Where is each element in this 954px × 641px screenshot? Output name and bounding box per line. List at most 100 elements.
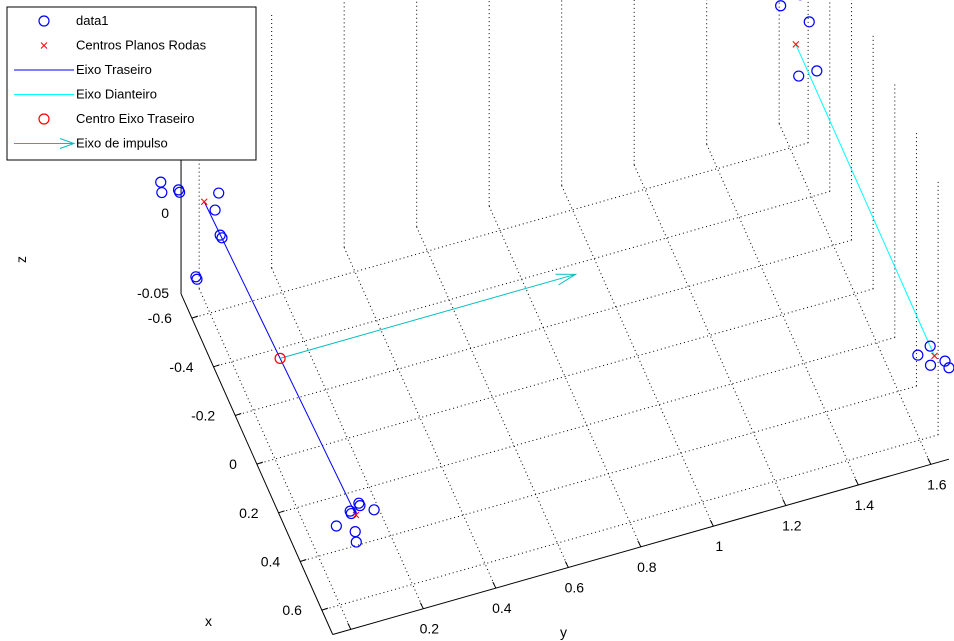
y-tick-label: 1.6 — [927, 476, 947, 492]
grid-line-x — [278, 337, 895, 514]
legend-label: Eixo Traseiro — [76, 62, 152, 77]
data-point — [354, 500, 366, 512]
data-point — [330, 520, 342, 532]
legend-entry: Eixo Dianteiro — [14, 87, 157, 102]
grid-line-y — [633, 164, 787, 506]
data-point — [349, 526, 361, 538]
legend-entry: data1 — [38, 13, 109, 28]
data-point-x-marker — [352, 511, 360, 519]
grid-line-y — [561, 185, 714, 527]
series-layer — [155, 0, 954, 548]
y-axis-label: y — [560, 624, 567, 640]
x-tick-label: -0.2 — [191, 407, 215, 423]
grid-layer — [191, 0, 939, 630]
x-tick-mark — [256, 461, 264, 465]
legend-marker-circle — [38, 15, 50, 27]
y-tick-label: 0.6 — [565, 579, 585, 595]
y-tick-label: 1.4 — [855, 497, 875, 513]
x-tick-mark — [278, 510, 285, 514]
grid-line-x — [191, 142, 809, 319]
legend-label: Centro Eixo Traseiro — [76, 111, 195, 126]
data-point-x-marker — [931, 352, 938, 360]
legend-entry: Centro Eixo Traseiro — [38, 111, 195, 126]
data-point — [156, 186, 168, 199]
series-line — [795, 44, 935, 357]
grid-line-x — [321, 434, 939, 611]
legend-entry: Eixo de impulso — [14, 136, 168, 151]
y-tick-label: 1 — [715, 538, 723, 554]
x-tick-mark — [321, 607, 329, 611]
grid-line-y — [343, 247, 497, 589]
x-tick-label: 0.4 — [261, 553, 281, 569]
data-point — [811, 65, 823, 77]
data-point — [924, 340, 936, 352]
y-tick-mark — [564, 561, 569, 568]
y-tick-mark — [927, 458, 932, 465]
legend-marker-x — [40, 42, 48, 49]
legend-box — [6, 6, 257, 161]
grid-line-y — [778, 123, 932, 465]
data-point — [216, 232, 228, 244]
grid-line-x — [256, 288, 874, 465]
z-tick-label: -0.05 — [137, 285, 169, 301]
legend: data1 Centros Planos Rodas Eixo Traseiro Ei… — [6, 6, 257, 161]
y-tick-mark — [347, 623, 352, 630]
legend-entry: Centros Planos Rodas — [40, 38, 207, 53]
data-point — [803, 16, 815, 28]
data-point — [214, 229, 226, 241]
arrow-head — [555, 273, 578, 286]
x-tick-mark — [191, 315, 199, 319]
y-tick-mark — [709, 519, 714, 527]
y-tick-label: 0.4 — [492, 600, 512, 616]
y-tick-label: 0.2 — [420, 621, 440, 637]
data-point — [924, 359, 937, 371]
x-tick-label: 0.2 — [239, 505, 259, 521]
z-tick-label: 0 — [161, 205, 169, 221]
x-tick-mark — [235, 413, 242, 416]
rear-axle-center-point — [274, 352, 286, 364]
data-point-x-marker — [200, 198, 208, 206]
grid-line-y — [198, 288, 352, 630]
y-tick-mark — [419, 602, 424, 609]
x-tick-label: 0.6 — [282, 602, 302, 618]
data-point — [912, 349, 924, 361]
grid-line-y — [271, 267, 424, 609]
y-tick-label: 1.2 — [782, 518, 802, 534]
axes-layer — [180, 85, 950, 635]
legend-label: Eixo Dianteiro — [76, 87, 157, 102]
y-axis-line — [332, 458, 950, 635]
x-tick-label: 0 — [229, 456, 237, 472]
data-point — [350, 536, 362, 548]
data-point — [793, 70, 805, 82]
arrow-shaft — [279, 273, 576, 359]
y-tick-mark — [492, 581, 497, 589]
data-point — [368, 504, 380, 516]
y-tick-mark — [854, 478, 859, 486]
data-point — [775, 0, 787, 12]
grid-line-x — [235, 239, 852, 416]
legend-marker-arrowhead — [59, 138, 76, 149]
grid-line-x — [213, 191, 830, 368]
data-point — [209, 204, 221, 216]
x-tick-label: -0.4 — [169, 359, 193, 375]
data-point — [174, 186, 186, 198]
legend-marker-circle — [38, 113, 50, 125]
x-tick-mark — [300, 559, 307, 562]
legend-label: Eixo de impulso — [76, 136, 168, 151]
y-tick-mark — [637, 540, 642, 548]
legend-label: data1 — [76, 13, 109, 28]
data-point — [191, 273, 203, 285]
z-axis-label: z — [13, 256, 29, 263]
data-point — [939, 355, 951, 367]
x-axis-label: x — [205, 613, 212, 629]
axis-labels: x y z — [13, 256, 567, 640]
data-point — [345, 507, 357, 520]
data-point — [213, 187, 225, 199]
data-point — [943, 362, 954, 374]
data-point-x-marker — [792, 41, 800, 48]
y-tick-mark — [782, 499, 787, 506]
x-tick-label: -0.6 — [148, 310, 172, 326]
legend-label: Centros Planos Rodas — [76, 38, 207, 53]
legend-entry: Eixo Traseiro — [14, 62, 152, 77]
